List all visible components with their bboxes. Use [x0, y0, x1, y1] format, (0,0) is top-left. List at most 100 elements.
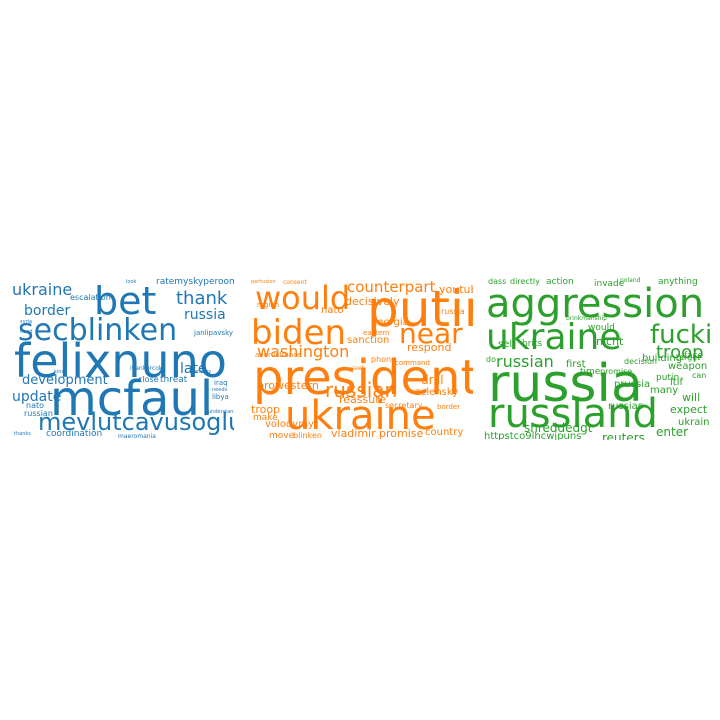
word-dass: dass: [488, 277, 507, 286]
word-russias: russias: [608, 401, 643, 412]
word-border: border: [437, 403, 461, 411]
word-eastern: eastern: [363, 329, 390, 337]
word-prussia: prussia: [614, 379, 651, 390]
word-reuters: reuters: [602, 431, 645, 440]
word-ukraine: ukraine: [486, 317, 622, 358]
word-would: would: [255, 279, 351, 317]
word-zelensky: zelensky: [415, 387, 459, 398]
word-consent: consent: [283, 279, 307, 286]
word-ratemyskyperoom: ratemyskyperoom: [156, 277, 234, 287]
word-building: building: [642, 353, 683, 364]
word-brits: brits: [522, 339, 543, 349]
word-volodymyr: volodymyr: [265, 419, 318, 430]
word-make: make: [253, 413, 278, 423]
word-troop: troop: [251, 403, 281, 416]
word-mcfaul: mcfaul: [50, 371, 214, 427]
word-command: command: [395, 359, 430, 367]
word-enemy: enemy: [194, 369, 212, 375]
word-update: update: [12, 389, 62, 405]
word-putin: putin: [656, 373, 680, 383]
word-iraq: iraq: [214, 379, 228, 387]
word-many: many: [650, 385, 679, 396]
word-respond: respond: [407, 341, 452, 354]
word-ukraine: ukraine: [285, 393, 436, 439]
word-weapon: weapon: [668, 361, 708, 372]
wordcloud-panel-1: felixnuno mcfaul bet secblinken mevlutcavuso…: [8, 270, 234, 440]
word-putin: putin: [367, 280, 473, 338]
word-felixnuno: felixnuno: [14, 334, 227, 388]
word-decision: decision: [624, 357, 657, 366]
word-httpstco9lhcwjpuns: httpstco9lhcwjpuns: [484, 431, 582, 441]
word-prowestern: prowestern: [257, 379, 319, 392]
word-directly: directly: [510, 277, 540, 286]
word-target: target: [676, 353, 701, 362]
word-sell: sell: [498, 339, 515, 350]
word-nato: nato: [321, 305, 344, 316]
word-move: move: [269, 431, 295, 441]
word-russian: russian: [325, 378, 398, 402]
word-russia: russia: [441, 307, 465, 316]
word-sanction: sanction: [347, 335, 390, 346]
word-face: face: [684, 351, 704, 361]
word-shreddedgt: shreddedgt: [524, 421, 593, 435]
word-russia: russia: [184, 307, 226, 323]
word-promise: promise: [600, 367, 633, 376]
word-maeromania: maeromania: [118, 433, 156, 440]
word-troop: troop: [656, 342, 704, 363]
word-blinken: blinken: [293, 431, 322, 440]
word-coordination: coordination: [46, 429, 103, 439]
word-russland: russland: [488, 391, 658, 437]
word-do: do: [486, 355, 496, 364]
word-time: time: [580, 367, 601, 377]
word-president: president: [253, 350, 473, 406]
word-syria: syria: [20, 319, 33, 325]
word-bet: bet: [94, 279, 157, 323]
word-secblinken: secblinken: [18, 313, 178, 348]
word-poland: poland: [620, 277, 641, 284]
word-reassure: reassure: [339, 393, 387, 406]
word-anything: anything: [658, 277, 698, 287]
word-look: look: [126, 279, 137, 285]
word-washington: washington: [257, 342, 350, 361]
word-action: action: [546, 277, 574, 287]
word-russian: russian: [24, 409, 53, 418]
word-threat: threat: [160, 375, 188, 385]
word-escalation: escalation: [70, 293, 111, 302]
word-ivankorcok: ivankorcok: [130, 365, 163, 372]
word-promise: promise: [379, 427, 424, 440]
word-libya: libya: [212, 393, 229, 401]
word-ltif: ltif: [670, 377, 683, 388]
word-nato: nato: [26, 401, 45, 410]
word-vladimir: vladimir: [331, 427, 376, 440]
word-country: country: [425, 427, 464, 438]
word-janlipavsky: janlipavsky: [194, 329, 234, 337]
word-understand: understand: [208, 409, 234, 415]
word-would: would: [588, 323, 615, 333]
word-nicht: nicht: [596, 335, 624, 348]
word-seek: seek: [351, 365, 365, 372]
word-drill: drill: [421, 373, 444, 387]
word-late: late: [180, 361, 207, 377]
word-need: need: [20, 329, 33, 335]
word-near: near: [399, 317, 463, 350]
word-georgia: georgia: [371, 317, 409, 328]
word-enter: enter: [656, 425, 689, 439]
word-kind: kind: [54, 369, 65, 375]
word-brinkmanship: brinkmanship: [566, 315, 607, 322]
word-phone: phone: [371, 355, 397, 364]
word-russian: russian: [496, 352, 554, 371]
word-decisively: decisively: [345, 295, 400, 308]
word-will: will: [682, 391, 701, 404]
word-expect: expect: [670, 403, 708, 416]
word-ukraine: ukraine: [12, 280, 73, 299]
word-counterpart: counterpart: [347, 278, 436, 296]
word-perhusion: perhusion: [251, 279, 276, 285]
word-youtube: youtube: [439, 283, 473, 296]
word-secretary: secretary: [385, 401, 423, 410]
word-aggression: aggression: [486, 281, 705, 327]
word-invade: invade: [594, 279, 625, 289]
word-first: first: [566, 359, 586, 370]
word-fuckin: fuckin: [650, 320, 710, 350]
word-russia: russia: [488, 354, 643, 414]
